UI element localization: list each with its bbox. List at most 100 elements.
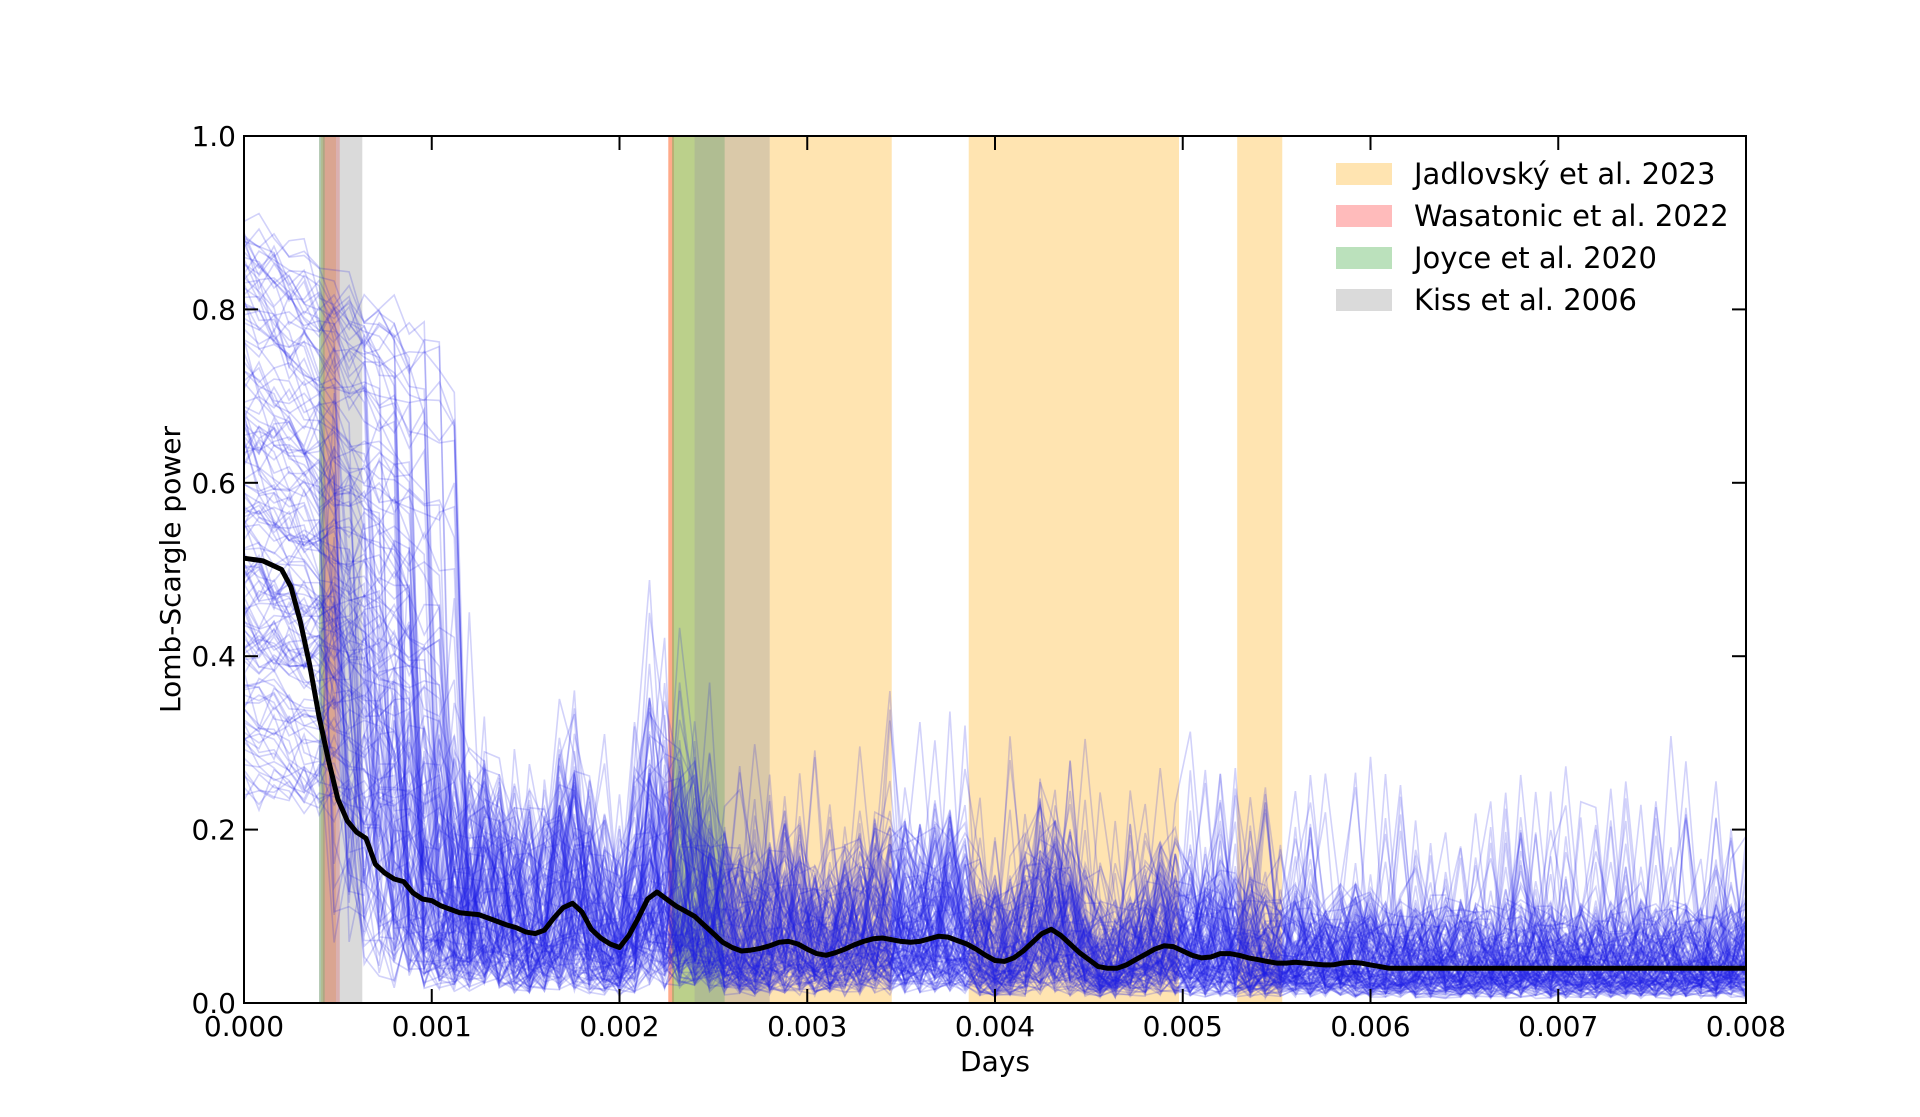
legend-swatch [1336, 163, 1392, 185]
sample-curve [243, 327, 1747, 998]
sample-curve [243, 583, 1747, 1000]
y-tick-label: 0.8 [191, 293, 236, 326]
sample-curve [243, 388, 1747, 998]
x-tick-label: 0.003 [767, 1010, 847, 1043]
legend-label: Jadlovský et al. 2023 [1412, 157, 1715, 191]
sample-curve [243, 651, 1747, 998]
sample-curve [243, 678, 1747, 1000]
y-tick-label: 0.2 [191, 814, 236, 847]
legend-swatch [1336, 205, 1392, 227]
band-4 [1237, 136, 1283, 1003]
sample-curve [243, 227, 1747, 998]
sample-curve [243, 638, 1747, 997]
sample-curve [243, 317, 1747, 999]
sample-curve [243, 559, 1747, 997]
sample-curve [243, 491, 1747, 998]
sample-curve [243, 628, 1747, 999]
band-3 [968, 136, 1179, 1003]
sample-curve [243, 546, 1747, 997]
sample-curve [243, 505, 1747, 997]
sample-curve [243, 765, 1747, 1000]
x-tick-label: 0.007 [1518, 1010, 1598, 1043]
sample-curve [243, 635, 1747, 998]
sample-curve [243, 693, 1747, 996]
sample-curve [243, 302, 1747, 998]
sample-curve [243, 563, 1747, 998]
x-tick-label: 0.004 [955, 1010, 1035, 1043]
sample-curve [243, 560, 1747, 999]
sample-curve [243, 279, 1747, 997]
sample-curve [243, 586, 1747, 998]
legend: Jadlovský et al. 2023 Wasatonic et al. 20… [1336, 157, 1729, 317]
sample-curve [243, 628, 1747, 999]
band-7 [319, 136, 325, 1003]
sample-curve [243, 677, 1747, 996]
sample-curve [243, 295, 1747, 997]
y-tick-label: 0.0 [191, 987, 236, 1020]
sample-curve [243, 519, 1747, 999]
sample-curve [243, 415, 1747, 996]
sample-curve [243, 691, 1747, 999]
sample-curve [243, 565, 1747, 998]
sample-curve [243, 339, 1747, 996]
legend-swatch [1336, 247, 1392, 269]
sample-curve [243, 694, 1747, 997]
sample-curve [243, 441, 1747, 998]
sample-curve [243, 272, 1747, 998]
sample-curve [243, 508, 1747, 996]
band-10 [694, 136, 770, 1003]
legend-label: Wasatonic et al. 2022 [1414, 199, 1729, 233]
legend-label: Kiss et al. 2006 [1414, 283, 1637, 317]
sample-curve [243, 421, 1747, 998]
sample-curve [243, 301, 1747, 998]
legend-swatch [1336, 289, 1392, 311]
sample-curve [243, 305, 1747, 1000]
sample-curve [243, 310, 1747, 998]
sample-curve [243, 370, 1747, 999]
sample-curve [243, 668, 1747, 999]
sample-curve [243, 563, 1747, 999]
sample-curve [243, 232, 1747, 997]
sample-curve [243, 279, 1747, 997]
sample-curve [243, 562, 1747, 996]
sample-curve [243, 516, 1747, 993]
sample-curve [243, 629, 1747, 1000]
sample-curve [243, 557, 1747, 995]
sample-curve [243, 237, 1747, 998]
sample-curve [243, 593, 1747, 998]
sample-curve [243, 287, 1747, 997]
sample-curve [243, 361, 1747, 996]
sample-curve [243, 263, 1747, 997]
sample-curve [243, 409, 1747, 1000]
sample-curve [243, 765, 1747, 1000]
sample-curve [243, 493, 1747, 993]
mean-curve [243, 555, 1746, 971]
x-tick-label: 0.005 [1143, 1010, 1223, 1043]
y-tick-label: 1.0 [191, 120, 236, 153]
sample-curve [243, 711, 1747, 996]
sample-curve [243, 491, 1747, 999]
legend-label: Joyce et al. 2020 [1412, 241, 1657, 275]
sample-curve [243, 519, 1747, 997]
sample-curve [243, 244, 1747, 998]
sample-curve [243, 564, 1747, 1000]
sample-curve [243, 646, 1747, 998]
sample-curve [243, 547, 1747, 1000]
sample-curve [243, 726, 1747, 1001]
y-tick-label: 0.6 [191, 467, 236, 500]
band-6 [668, 136, 674, 1003]
sample-curve [243, 521, 1747, 1000]
sample-curve [243, 612, 1747, 996]
y-tick-label: 0.4 [191, 640, 236, 673]
sample-curve [243, 567, 1747, 998]
sample-curve [243, 541, 1747, 996]
sample-periodograms [243, 212, 1747, 1001]
y-axis-label: Lomb-Scargle power [154, 426, 187, 713]
x-axis-label: Days [960, 1045, 1030, 1078]
sample-curve [243, 598, 1747, 996]
sample-curve [243, 614, 1747, 998]
sample-curve [243, 625, 1747, 997]
x-tick-label: 0.001 [392, 1010, 472, 1043]
sample-curve [243, 715, 1747, 999]
